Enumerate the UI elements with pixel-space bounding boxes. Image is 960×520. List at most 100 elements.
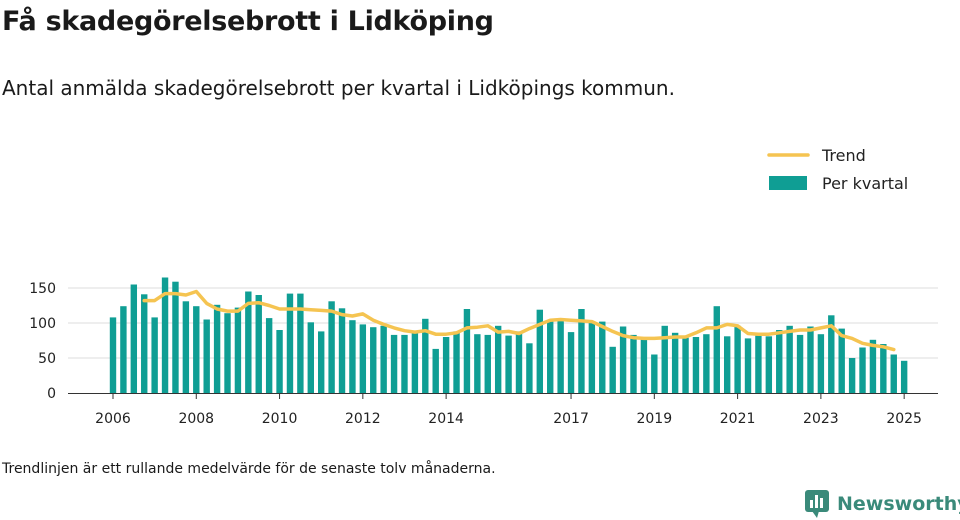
bar <box>661 325 668 393</box>
newsworthy-logo-icon <box>805 490 829 518</box>
bar <box>807 326 814 393</box>
bar <box>390 334 398 393</box>
bar <box>609 346 616 393</box>
x-tick-label: 2006 <box>95 411 131 427</box>
bar <box>432 348 439 393</box>
bar <box>453 331 460 393</box>
bar <box>744 338 752 393</box>
bar <box>182 301 190 393</box>
bar <box>723 336 731 393</box>
x-tick-label: 2010 <box>262 411 298 427</box>
legend-bar-label: Per kvartal <box>822 174 908 193</box>
y-tick-label: 0 <box>47 386 56 402</box>
bar <box>130 284 138 393</box>
bars <box>109 277 908 393</box>
bar <box>682 337 689 393</box>
y-tick-label: 150 <box>29 281 56 297</box>
bar <box>151 317 158 393</box>
bar <box>651 354 658 393</box>
bar <box>422 318 429 393</box>
bar <box>484 334 491 393</box>
axes: 0 50 100 150 2006 2008 2010 2012 2014 2017 2019 202… <box>29 281 938 427</box>
bar <box>640 337 648 393</box>
chart-title: Få skadegörelsebrott i Lidköping <box>2 6 494 37</box>
bar <box>380 325 387 393</box>
bar <box>848 358 856 393</box>
bar <box>619 326 627 393</box>
bar <box>161 277 169 393</box>
bar <box>713 306 720 393</box>
bar <box>734 325 741 393</box>
trend-line <box>142 289 896 352</box>
grid-lines <box>68 287 938 359</box>
bar <box>567 332 575 393</box>
bar <box>588 323 596 393</box>
bar <box>557 318 564 393</box>
bar <box>328 301 335 393</box>
bar <box>307 322 314 393</box>
bar <box>370 327 377 393</box>
bar <box>203 319 210 393</box>
bar <box>193 306 200 393</box>
brand-logo[interactable]: Newsworthy <box>804 489 960 519</box>
bar <box>828 315 835 393</box>
bar <box>109 317 117 393</box>
bar <box>599 321 606 393</box>
bar <box>869 339 877 393</box>
bar <box>838 328 845 393</box>
legend-trend-label: Trend <box>821 146 866 165</box>
bar <box>900 360 908 393</box>
bar <box>786 325 793 393</box>
bar <box>442 337 450 393</box>
x-tick-label: 2012 <box>345 411 381 427</box>
bar <box>172 281 179 393</box>
bar <box>234 307 242 393</box>
bar <box>411 332 419 393</box>
bar-chart: 0 50 100 150 2006 2008 2010 2012 2014 2017 2019 202… <box>29 146 938 427</box>
brand-name: Newsworthy <box>837 493 960 515</box>
bar <box>505 335 512 393</box>
bar <box>318 331 325 393</box>
bar <box>796 334 804 393</box>
footnote: Trendlinjen är ett rullande medelvärde f… <box>2 461 496 477</box>
bar <box>890 354 897 393</box>
bar <box>494 325 502 393</box>
bar <box>547 320 554 393</box>
x-tick-label: 2019 <box>636 411 672 427</box>
y-tick-label: 50 <box>38 351 56 367</box>
bar <box>859 347 866 393</box>
bar <box>630 334 637 393</box>
x-tick-label: 2017 <box>553 411 589 427</box>
bar <box>765 336 773 393</box>
bar <box>265 318 273 393</box>
bar <box>671 332 679 393</box>
bar <box>578 309 585 393</box>
x-tick-label: 2023 <box>803 411 839 427</box>
bar <box>255 295 262 393</box>
bar <box>755 335 762 393</box>
bar <box>703 334 710 393</box>
x-tick-label: 2014 <box>428 411 464 427</box>
bar <box>515 331 523 393</box>
bar <box>349 320 356 393</box>
bar <box>120 306 127 393</box>
bar <box>776 330 783 393</box>
x-tick-label: 2021 <box>720 411 756 427</box>
bar <box>245 291 252 393</box>
y-tick-label: 100 <box>29 316 56 332</box>
bar <box>359 324 367 393</box>
bar <box>141 294 148 393</box>
legend-bar-swatch <box>769 176 807 190</box>
bar <box>401 334 408 393</box>
chart-subtitle: Antal anmälda skadegörelsebrott per kvar… <box>2 76 675 100</box>
legend: Trend Per kvartal <box>767 146 908 193</box>
bar <box>463 309 471 393</box>
bar <box>817 334 825 393</box>
bar <box>286 293 294 393</box>
bar <box>692 337 700 393</box>
bar <box>526 343 533 393</box>
bar <box>213 304 221 393</box>
bar <box>474 334 481 393</box>
x-tick-label: 2008 <box>178 411 214 427</box>
trend-line-layer <box>142 289 896 352</box>
